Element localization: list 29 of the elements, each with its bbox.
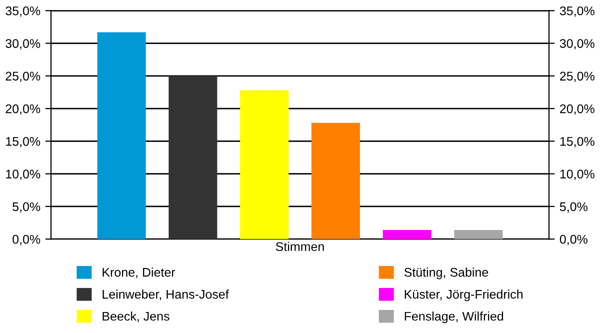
- y-tick-label: 25,0%: [6, 72, 40, 82]
- y-tick-label: 0,0%: [12, 234, 40, 246]
- text: 5,0%: [560, 202, 588, 213]
- legend-label: Krone, Dieter: [102, 268, 176, 278]
- legend-label: Fenslage, Wilfried: [404, 312, 504, 324]
- text: 15,0%: [560, 136, 594, 148]
- bar: [168, 76, 218, 240]
- text: 30,0%: [560, 39, 594, 50]
- legend-label: Beeck, Jens: [102, 312, 170, 322]
- bar: [97, 32, 146, 240]
- text: 0,0%: [560, 234, 588, 246]
- x-tick-label: Stimmen: [276, 242, 324, 252]
- legend-label: Stüting, Sabine: [404, 268, 488, 280]
- text: 35,0%: [560, 6, 594, 17]
- y-tick-label: 10,0%: [6, 170, 40, 180]
- legend-label: Leinweber, Hans-Josef: [102, 290, 229, 300]
- text: 25,0%: [560, 72, 594, 82]
- bar: [240, 90, 289, 240]
- text: 20,0%: [560, 104, 594, 115]
- bar: [382, 230, 432, 240]
- bar: [454, 230, 503, 240]
- bar: [311, 122, 360, 240]
- y-tick-label: 15,0%: [6, 136, 40, 148]
- y-tick-label: 35,0%: [6, 6, 40, 17]
- y-tick-label: 30,0%: [6, 39, 40, 50]
- text: 10,0%: [560, 170, 594, 180]
- y-tick-label: 20,0%: [6, 104, 40, 115]
- legend-label: Küster, Jörg-Friedrich: [404, 290, 523, 302]
- y-tick-label: 5,0%: [12, 202, 40, 213]
